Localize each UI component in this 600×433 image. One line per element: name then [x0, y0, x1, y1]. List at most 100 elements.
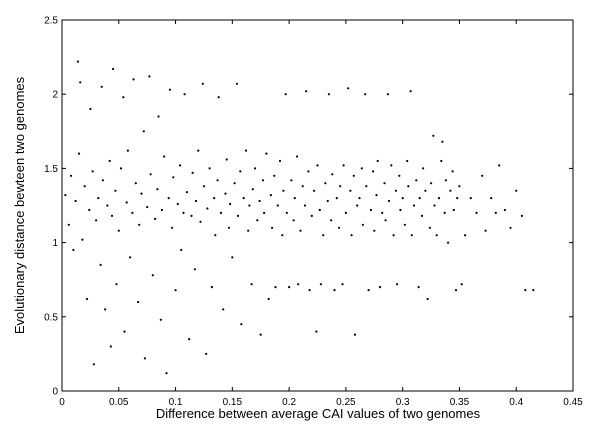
data-point: [108, 159, 111, 163]
data-point: [509, 226, 512, 229]
data-point: [412, 204, 416, 207]
data-point: [146, 205, 149, 209]
data-point: [224, 192, 227, 195]
data-point: [437, 197, 441, 200]
data-point: [324, 182, 327, 185]
data-point: [365, 185, 368, 188]
data-point: [265, 152, 268, 155]
data-point: [156, 188, 159, 191]
data-point: [381, 211, 384, 214]
data-point: [394, 189, 397, 192]
data-point: [378, 286, 382, 289]
data-point: [137, 300, 140, 304]
y-tick-label: 2: [52, 90, 58, 101]
data-point: [440, 159, 443, 163]
data-point: [253, 167, 257, 170]
data-point: [401, 197, 404, 200]
data-point: [183, 93, 186, 96]
data-point: [112, 67, 115, 71]
data-point: [85, 297, 89, 301]
data-point: [168, 88, 171, 91]
data-point: [498, 164, 501, 167]
data-point: [303, 204, 307, 207]
data-point: [481, 174, 484, 177]
data-point: [148, 75, 151, 78]
data-point: [420, 214, 424, 217]
data-point: [210, 286, 213, 289]
data-point: [313, 189, 316, 192]
data-point: [344, 211, 347, 214]
data-point: [417, 286, 420, 289]
data-point: [240, 323, 243, 326]
data-point: [205, 352, 208, 355]
data-point: [433, 204, 436, 207]
data-point: [326, 199, 329, 203]
data-point: [458, 185, 461, 188]
data-point: [284, 93, 287, 96]
data-point: [267, 297, 270, 301]
data-point: [435, 234, 438, 237]
data-point: [293, 197, 296, 200]
data-point: [70, 174, 73, 177]
data-point: [515, 189, 518, 192]
data-point: [520, 214, 524, 217]
data-point: [426, 297, 429, 301]
data-point: [310, 214, 313, 217]
data-point: [390, 164, 393, 167]
data-point: [322, 234, 325, 237]
data-point: [83, 185, 86, 188]
data-point: [454, 289, 458, 292]
data-point: [143, 357, 146, 360]
data-point: [160, 208, 163, 212]
data-point: [115, 283, 118, 286]
data-point: [179, 164, 182, 167]
y-tick-label: 1: [52, 238, 58, 249]
data-point: [217, 96, 220, 99]
data-point: [424, 189, 427, 192]
data-point: [180, 248, 183, 252]
data-point: [406, 159, 409, 163]
data-point: [231, 256, 234, 259]
data-point: [372, 170, 375, 173]
data-point: [352, 174, 355, 177]
data-point: [123, 330, 126, 333]
y-tick-label: 0.5: [44, 312, 58, 323]
data-point: [176, 202, 179, 206]
data-point: [273, 174, 276, 177]
x-tick-label: 0.1: [169, 397, 183, 408]
data-point: [308, 289, 311, 292]
data-point: [307, 170, 310, 173]
data-point: [193, 268, 196, 271]
data-point: [387, 199, 391, 203]
data-point: [449, 189, 452, 192]
data-point: [125, 201, 128, 204]
data-point: [452, 208, 455, 212]
data-point: [347, 87, 350, 90]
data-point: [281, 234, 284, 237]
data-point: [117, 229, 120, 232]
data-point: [239, 170, 242, 173]
data-points: [64, 60, 535, 375]
data-point: [271, 226, 274, 229]
data-point: [460, 283, 463, 286]
data-point: [129, 256, 132, 259]
data-point: [92, 363, 95, 366]
data-point: [282, 189, 285, 192]
data-point: [375, 194, 378, 197]
data-point: [274, 286, 277, 289]
data-point: [430, 182, 433, 185]
data-point: [288, 286, 291, 289]
data-point: [428, 226, 431, 229]
data-point: [126, 149, 129, 152]
data-point: [138, 223, 141, 226]
data-point: [259, 333, 262, 336]
data-point: [464, 234, 467, 237]
data-point: [285, 211, 288, 214]
data-point: [256, 219, 259, 222]
data-point: [201, 82, 204, 85]
x-tick-label: 0.3: [396, 397, 410, 408]
data-point: [199, 220, 202, 223]
data-point: [418, 197, 421, 200]
data-point: [339, 185, 342, 188]
data-point: [247, 229, 250, 232]
